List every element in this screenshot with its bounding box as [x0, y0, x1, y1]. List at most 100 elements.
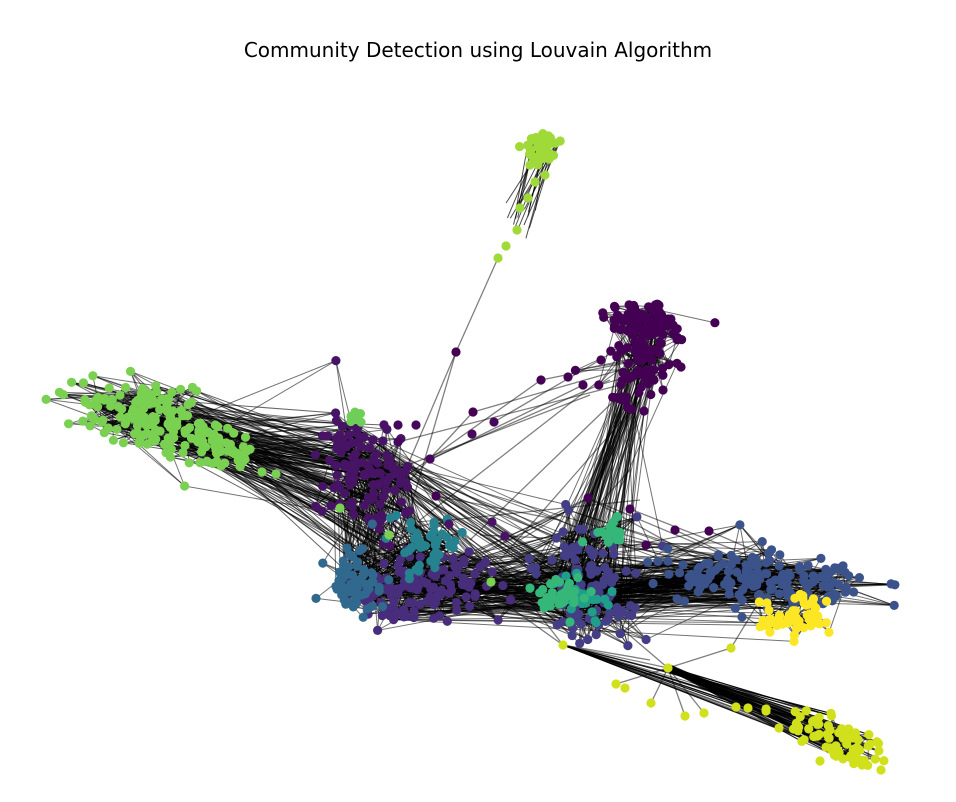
- graph-node: [464, 547, 474, 557]
- graph-node: [132, 412, 142, 422]
- graph-edge: [206, 460, 435, 606]
- graph-node: [646, 389, 656, 400]
- graph-node: [630, 603, 640, 613]
- graph-node: [766, 584, 776, 595]
- graph-node: [108, 435, 118, 445]
- graph-edge: [393, 619, 795, 642]
- graph-node: [176, 406, 186, 416]
- graph-node: [468, 407, 478, 417]
- graph-node: [794, 722, 804, 732]
- graph-node: [652, 299, 662, 309]
- graph-node: [337, 421, 347, 431]
- graph-node: [406, 524, 416, 534]
- graph-node: [334, 576, 344, 586]
- graph-node: [432, 535, 442, 546]
- graph-node: [583, 634, 593, 645]
- graph-node: [213, 422, 223, 432]
- graph-node: [632, 512, 642, 522]
- graph-node: [202, 456, 212, 466]
- graph-node: [93, 402, 103, 412]
- graph-node: [404, 598, 414, 608]
- graph-edge: [562, 644, 669, 669]
- graph-node: [356, 590, 367, 600]
- graph-node: [656, 316, 666, 326]
- graph-node: [647, 317, 657, 327]
- graph-edge: [598, 363, 629, 386]
- graph-node: [378, 492, 388, 502]
- graph-node: [411, 564, 421, 574]
- graph-node: [789, 636, 799, 647]
- graph-node: [643, 379, 653, 389]
- graph-node: [331, 461, 341, 471]
- graph-node: [130, 429, 140, 439]
- graph-node: [634, 369, 644, 379]
- graph-node: [564, 578, 575, 588]
- graph-node: [772, 620, 782, 631]
- graph-node: [374, 586, 384, 596]
- graph-node: [870, 754, 880, 764]
- graph-node: [384, 575, 394, 585]
- graph-edge: [379, 351, 457, 531]
- graph-node: [623, 358, 634, 369]
- node-layer: [41, 129, 900, 775]
- graph-node: [487, 517, 497, 527]
- graph-edge: [708, 530, 801, 571]
- graph-node: [583, 493, 593, 503]
- graph-node: [229, 428, 239, 438]
- graph-node: [577, 537, 588, 547]
- graph-node: [351, 598, 362, 608]
- graph-node: [821, 742, 831, 752]
- graph-node: [393, 560, 403, 571]
- graph-node: [506, 595, 516, 605]
- graph-node: [617, 376, 627, 386]
- graph-node: [693, 564, 703, 574]
- graph-node: [684, 572, 694, 582]
- graph-edge: [562, 644, 651, 661]
- graph-node: [85, 421, 95, 431]
- graph-node: [546, 579, 556, 589]
- graph-node: [762, 569, 772, 579]
- graph-node: [596, 355, 606, 365]
- graph-node: [655, 337, 665, 347]
- graph-node: [86, 411, 97, 421]
- graph-edge: [449, 499, 641, 521]
- graph-node: [724, 589, 734, 599]
- graph-node: [844, 724, 854, 734]
- graph-node: [561, 571, 571, 581]
- graph-node: [886, 579, 896, 589]
- graph-node: [501, 241, 511, 251]
- graph-node: [607, 577, 617, 588]
- graph-node: [390, 469, 400, 479]
- graph-node: [850, 732, 861, 742]
- graph-node: [639, 406, 649, 416]
- graph-node: [612, 352, 622, 362]
- graph-node: [889, 600, 899, 611]
- graph-edge: [546, 380, 623, 598]
- graph-edge: [540, 359, 641, 381]
- graph-node: [609, 526, 619, 536]
- graph-node: [654, 307, 664, 317]
- graph-node: [112, 424, 122, 434]
- graph-node: [458, 573, 468, 583]
- graph-node: [344, 430, 354, 440]
- graph-node: [754, 597, 764, 607]
- graph-node: [631, 568, 641, 578]
- graph-edge: [562, 644, 827, 748]
- graph-node: [790, 707, 800, 717]
- graph-node: [576, 619, 586, 629]
- graph-node: [155, 405, 165, 415]
- graph-node: [166, 444, 176, 454]
- graph-node: [165, 452, 175, 462]
- graph-node: [332, 432, 343, 443]
- graph-node: [475, 562, 485, 572]
- graph-node: [574, 609, 584, 619]
- graph-node: [526, 134, 537, 144]
- graph-node: [726, 578, 736, 588]
- graph-node: [240, 454, 250, 464]
- graph-node: [841, 734, 852, 744]
- graph-node: [334, 483, 344, 493]
- graph-node: [176, 384, 186, 394]
- graph-node: [203, 427, 213, 437]
- graph-node: [401, 477, 411, 487]
- graph-node: [879, 756, 889, 766]
